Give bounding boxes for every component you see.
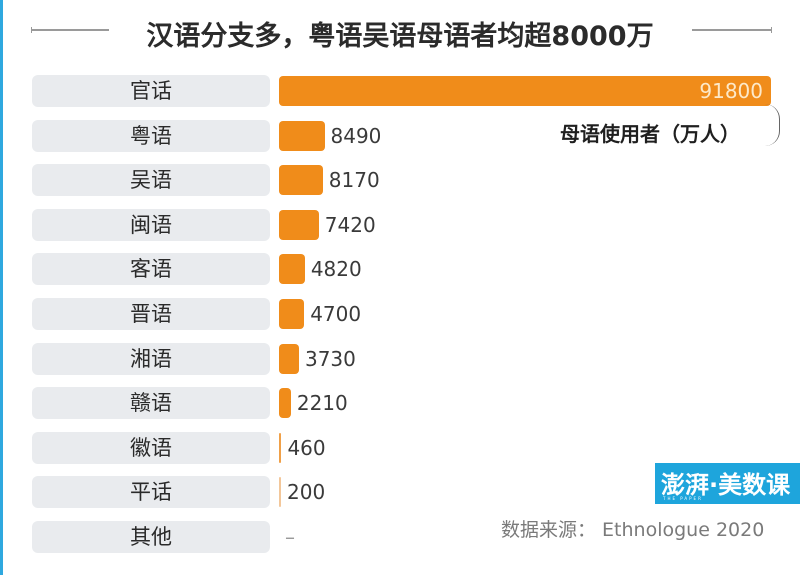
value-label: 7420: [324, 212, 376, 237]
bar: [279, 432, 282, 463]
category-label: 粤语: [32, 119, 270, 152]
value-label: 3730: [304, 346, 356, 371]
category-label: 吴语: [32, 164, 270, 197]
unit-bracket: [765, 104, 780, 146]
value-label: 4700: [310, 302, 362, 326]
bar-row: 客语 4820: [0, 253, 800, 286]
logo-text: 澎湃·美数课: [661, 471, 791, 499]
value-label: –: [285, 525, 295, 549]
publisher-logo: 澎湃·美数课 THE PAPER: [655, 463, 800, 504]
bar-row: 湘语 3730: [0, 342, 800, 375]
value-label: 2210: [296, 391, 348, 416]
value-label: 460: [287, 435, 326, 460]
title-rule-left: [31, 27, 109, 33]
bar: [279, 388, 291, 419]
bar-row: 闽语 7420: [0, 208, 800, 241]
bar-row: 晋语 4700: [0, 298, 800, 330]
unit-note: 母语使用者（万人）: [560, 122, 740, 146]
bar: [279, 254, 305, 285]
bar: [279, 299, 305, 329]
data-source: 数据来源： Ethnologue 2020: [501, 519, 765, 541]
bar-row: 吴语 8170: [0, 164, 800, 197]
bar-row: 其他 –: [0, 521, 800, 553]
value-label: 91800: [699, 79, 763, 103]
bar: [279, 120, 325, 151]
value-label: 200: [287, 480, 326, 505]
left-accent-border: [0, 0, 3, 575]
category-label: 赣语: [32, 387, 270, 420]
logo-subtext: THE PAPER: [663, 496, 703, 501]
category-label: 闽语: [32, 208, 270, 241]
bar: [279, 343, 299, 374]
category-label: 平话: [32, 476, 270, 509]
chart-header: 汉语分支多，粤语吴语母语者均超8000万: [0, 10, 800, 54]
category-label: 官话: [32, 75, 270, 107]
title-rule-right: [692, 27, 772, 33]
category-label: 湘语: [32, 342, 270, 375]
bar-row: 赣语 2210: [0, 387, 800, 420]
category-label: 徽语: [32, 431, 270, 464]
category-label: 其他: [32, 521, 270, 553]
category-label: 晋语: [32, 298, 270, 330]
bar-row: 粤语 8490: [0, 119, 800, 152]
value-label: 8490: [330, 123, 382, 148]
bar: [279, 76, 771, 106]
bar: [279, 477, 281, 508]
bar-row: 徽语 460: [0, 431, 800, 464]
value-label: 8170: [328, 168, 380, 193]
chart-title: 汉语分支多，粤语吴语母语者均超8000万: [146, 21, 654, 52]
bar: [279, 209, 319, 240]
bar-row: 平话 200: [0, 476, 800, 509]
value-label: 4820: [310, 257, 362, 282]
category-label: 客语: [32, 253, 270, 286]
bar-row: 官话 91800: [0, 75, 800, 107]
bar: [279, 165, 323, 196]
